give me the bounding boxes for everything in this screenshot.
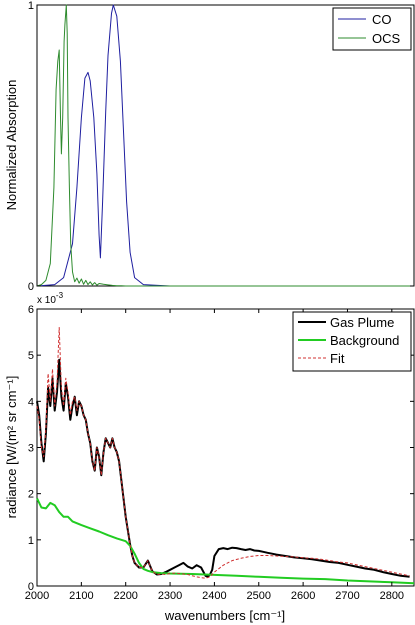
radiance-x-ticks: 2000 2100 2200 2300 2400 2500 2600 2700 2800	[25, 309, 404, 602]
radiance-y-axis-label: radiance [W/(m² sr cm⁻¹]	[4, 376, 19, 519]
radiance-x-tick-label: 2100	[69, 590, 93, 602]
legend-label-background: Background	[330, 333, 399, 348]
series-line-ocs	[36, 4, 414, 287]
radiance-y-tick-label: 5	[28, 350, 34, 362]
absorption-y-ticks: 01	[28, 0, 414, 293]
series-line-co	[36, 4, 414, 287]
series-line-fit	[36, 327, 410, 579]
absorption-plot-frame	[36, 4, 415, 287]
legend-label-ocs: OCS	[372, 31, 401, 46]
legend-label-co: CO	[372, 12, 392, 27]
radiance-x-tick-label: 2600	[291, 590, 315, 602]
radiance-y-tick-label: 2	[28, 489, 34, 501]
radiance-y-tick-label: 6	[28, 304, 34, 316]
radiance-y-ticks: 0 1 2 3 4 5 6	[28, 304, 414, 593]
radiance-y-tick-label: 1	[28, 535, 34, 547]
radiance-x-tick-label: 2000	[25, 590, 49, 602]
radiance-exponent-label: x 10-3	[37, 291, 64, 306]
absorption-legend: CO OCS	[332, 7, 412, 51]
radiance-x-tick-label: 2800	[380, 590, 404, 602]
series-line-gas-plume	[36, 358, 410, 578]
radiance-y-tick-label: 4	[28, 396, 34, 408]
radiance-series-group	[36, 327, 415, 585]
radiance-legend: Gas Plume Background Fit	[292, 311, 412, 372]
radiance-y-tick-label: 3	[28, 443, 34, 455]
legend-label-gas-plume: Gas Plume	[330, 315, 394, 330]
radiance-x-tick-label: 2300	[158, 590, 182, 602]
radiance-x-tick-label: 2500	[247, 590, 271, 602]
radiance-panel: 0 1 2 3 4 5 6 2000 2100 2200 2300 2400 2500 2600 2700…	[4, 291, 415, 623]
radiance-y-tick-label: 0	[28, 581, 34, 593]
radiance-x-tick-label: 2200	[113, 590, 137, 602]
absorption-panel: 01 Normalized Absorption CO OCS	[4, 0, 415, 293]
absorption-legend-box	[332, 7, 412, 51]
legend-label-fit: Fit	[330, 351, 345, 366]
series-line-background	[36, 497, 415, 585]
absorption-y-tick-label: 1	[28, 0, 34, 12]
absorption-y-axis-label: Normalized Absorption	[4, 80, 19, 211]
absorption-y-tick-label: 0	[28, 281, 34, 293]
radiance-x-tick-label: 2700	[335, 590, 359, 602]
absorption-series-group	[36, 4, 414, 287]
radiance-x-tick-label: 2400	[202, 590, 226, 602]
radiance-x-axis-label: wavenumbers [cm⁻¹]	[164, 608, 285, 623]
